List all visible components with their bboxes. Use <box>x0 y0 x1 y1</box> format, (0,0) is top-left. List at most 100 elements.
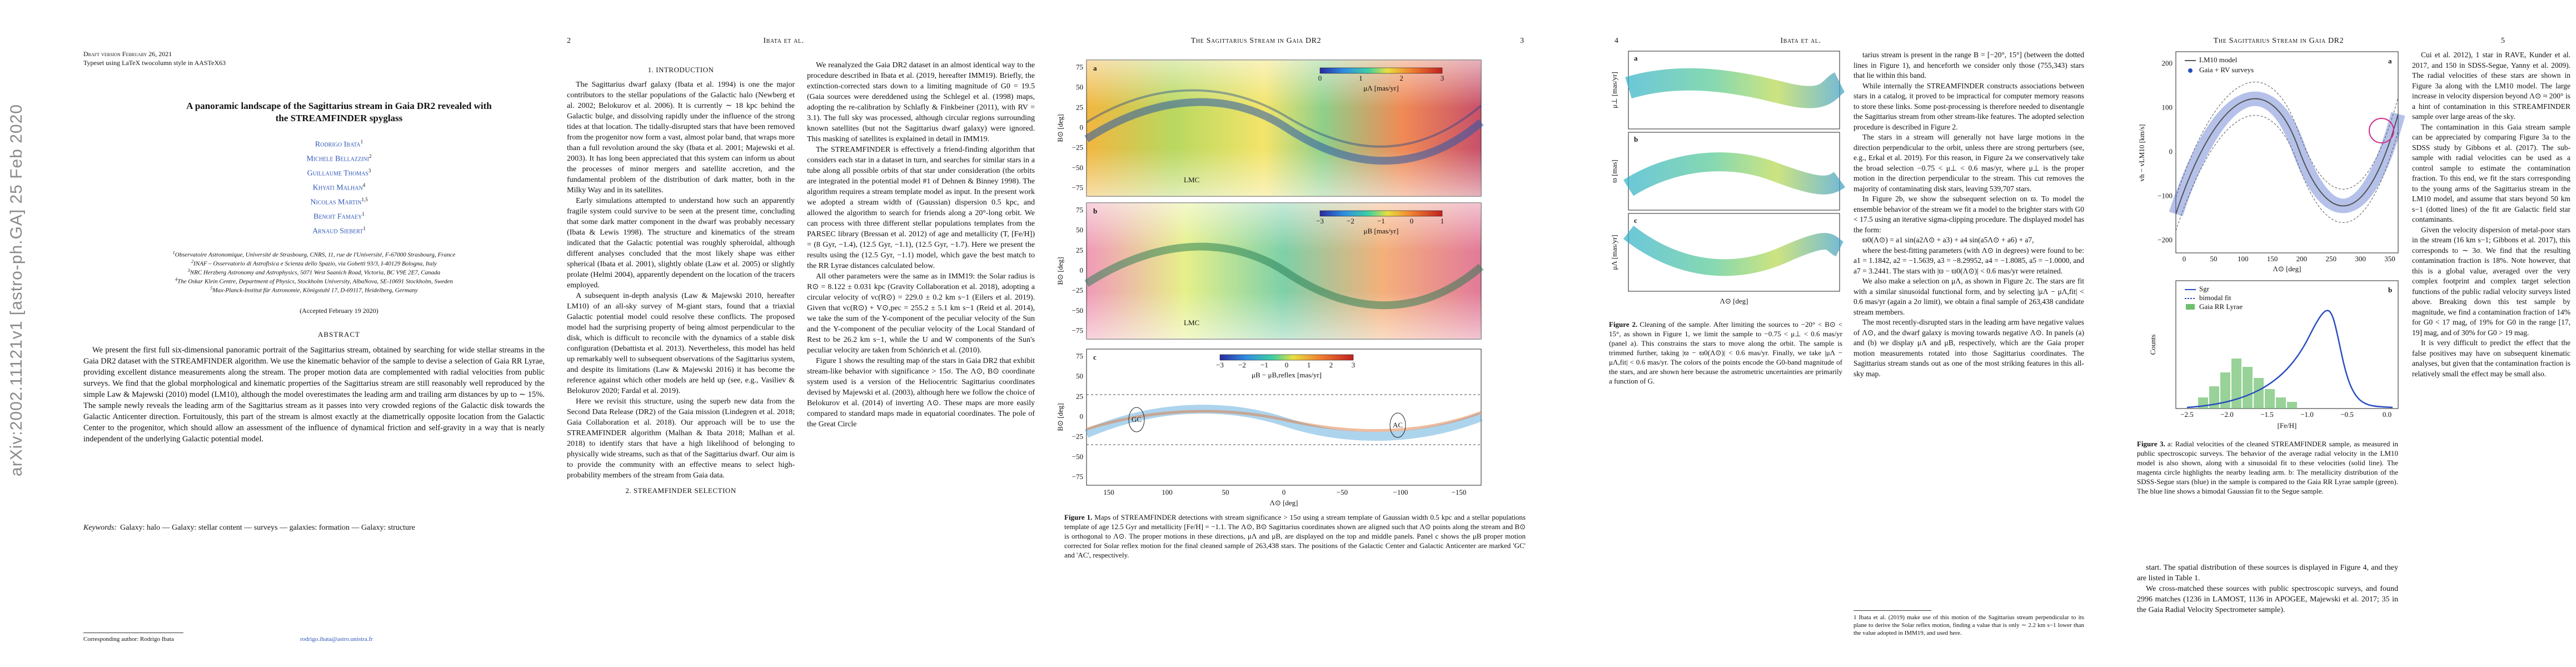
figure-caption: Figure 2. Cleaning of the sample. After l… <box>1609 320 1842 447</box>
fig3-panel-a <box>2169 51 2405 253</box>
paragraph: Early simulations attempted to understan… <box>567 197 795 290</box>
affiliation-text: INAF – Osservatorio di Astrofisica e Sci… <box>193 260 437 267</box>
running-head: Ibata et al. <box>763 37 804 45</box>
caption-label: Figure 2. <box>1609 320 1638 328</box>
y-axis-label: μΛ [mas/yr] <box>1610 235 1618 270</box>
colorbar-tick-label: 0 <box>1318 74 1322 82</box>
author: Arnaud Siebert1 <box>183 226 495 236</box>
figure-caption: Figure 3. a: Radial velocities of the cle… <box>2137 439 2398 559</box>
x-tick-label: 150 <box>1103 488 1114 496</box>
affiliation: 2INAF – Osservatorio di Astrofisica e Sc… <box>78 259 550 267</box>
y-tick-label: −25 <box>1072 143 1083 152</box>
abstract-text: We present the first full six-dimensiona… <box>83 346 545 444</box>
x-tick-label: 50 <box>2210 255 2217 263</box>
y-tick-label: 0 <box>1080 123 1084 131</box>
colorbar-tick-label: 0 <box>1410 217 1414 225</box>
y-axis-label: B⊙ [deg] <box>1056 403 1064 431</box>
paper-title: A panoramic landscape of the Sagittarius… <box>186 101 492 123</box>
colorbar-tick-label: 1 <box>1307 361 1311 369</box>
panel-letter: a <box>1634 54 1638 62</box>
y-tick-label: −25 <box>1072 286 1083 295</box>
y-tick-label: 0 <box>1080 266 1084 274</box>
y-tick-label: 50 <box>1076 83 1083 91</box>
caption-text: Maps of STREAMFINDER detections with str… <box>1064 513 1526 559</box>
x-axis-label: [Fe/H] <box>2278 421 2297 430</box>
column: Cui et al. 2012), 1 star in RAVE, Kunder… <box>2412 50 2570 661</box>
x-axis-label: Λ⊙ [deg] <box>2273 265 2301 273</box>
x-tick-label: −1.5 <box>2260 410 2274 419</box>
y-axis-label: μ⊥ [mas/yr] <box>1610 72 1618 108</box>
page-number: 2 <box>567 37 571 45</box>
author-name: Khyati Malhan <box>312 183 363 192</box>
figure-caption: Figure 1. Maps of STREAMFINDER detections… <box>1064 512 1526 574</box>
running-head: Ibata et al. <box>1780 37 1821 45</box>
figure-3: a b LM10 model Gaia + RV surveys Sgrbimodal … <box>2137 51 2405 430</box>
paragraph: tarius stream is present in the range B … <box>1853 51 2084 79</box>
x-tick-label: −100 <box>1393 488 1408 496</box>
y-tick-label: 0 <box>2169 147 2173 156</box>
author-name: Guillaume Thomas <box>307 169 368 178</box>
author-affiliation-mark: 1 <box>363 226 366 231</box>
caption-label: Figure 3. <box>2137 440 2165 448</box>
x-tick-label: 250 <box>2326 255 2337 263</box>
legend-entry: bimodal fit <box>2199 293 2231 302</box>
y-axis-label: ϖ [mas] <box>1610 160 1618 182</box>
affiliation-number: 1 <box>172 250 175 255</box>
panel-letter: c <box>1093 353 1097 361</box>
author-affiliation-mark: 3 <box>368 168 371 173</box>
x-tick-label: 0 <box>1282 488 1286 496</box>
typeset-line: Typeset using LaTeX twocolumn style in A… <box>83 59 226 67</box>
author: Michele Bellazzini2 <box>183 153 495 164</box>
affiliation: 4The Oskar Klein Centre, Department of P… <box>78 277 550 285</box>
paragraph: start. The spatial distribution of these… <box>2137 564 2398 583</box>
affiliation-number: 5 <box>210 286 213 291</box>
x-tick-label: 50 <box>1222 488 1229 496</box>
affiliation: 1Observatoire Astronomique, Université d… <box>78 250 550 258</box>
x-tick-label: −1.0 <box>2300 410 2314 419</box>
paragraph: While internally the STREAMFINDER constr… <box>1853 81 2084 131</box>
author-name: Arnaud Siebert <box>312 227 363 236</box>
affiliation-text: Observatoire Astronomique, Université de… <box>175 251 456 258</box>
colorbar-tick-label: 3 <box>1441 74 1444 82</box>
colorbar-tick-label: 0 <box>1285 361 1289 369</box>
keywords-text: Galaxy: halo — Galaxy: stellar content —… <box>120 524 415 532</box>
column: start. The spatial distribution of these… <box>2137 563 2398 661</box>
paragraph: A subsequent in-depth analysis (Law & Ma… <box>567 292 795 395</box>
author-affiliation-mark: 2 <box>368 153 372 159</box>
legend-entry: Gaia + RV surveys <box>2199 66 2254 74</box>
y-axis-label: vh − vLM10 [km/s] <box>2137 124 2146 181</box>
colorbar-tick-label: −2 <box>1238 361 1246 369</box>
affiliation-text: Max-Planck-Institut für Astronomie, Köni… <box>212 287 418 294</box>
paragraph: The STREAMFINDER is effectively a friend… <box>807 146 1035 270</box>
footnote: 1 Ibata et al. (2019) make use of this m… <box>1853 614 2084 636</box>
author: Rodrigo Ibata1 <box>183 139 495 150</box>
paragraph: The most recently-disrupted stars in the… <box>1853 318 2084 378</box>
annotation: GC <box>1132 415 1142 424</box>
x-tick-label: −0.5 <box>2340 410 2354 419</box>
page-number: 4 <box>1615 37 1618 45</box>
author: Benoit Famaey1 <box>183 211 495 222</box>
affiliation-number: 4 <box>175 277 178 282</box>
x-tick-label: 200 <box>2296 255 2308 263</box>
affiliation-text: The Oskar Klein Centre, Department of Ph… <box>177 278 453 285</box>
y-tick-label: 75 <box>1076 352 1083 360</box>
x-tick-label: 0.0 <box>2383 410 2391 419</box>
column: We reanalyzed the Gaia DR2 dataset in an… <box>807 60 1035 660</box>
section-heading: 1. INTRODUCTION <box>647 66 714 74</box>
caption-text: Cleaning of the sample. After limiting t… <box>1609 320 1842 385</box>
legend-entry: Sgr <box>2199 285 2210 293</box>
author-name: Rodrigo Ibata <box>315 140 361 149</box>
paragraph: ϖ0(Λ⊙) = a1 sin(a2Λ⊙ + a3) + a4 sin(a5Λ⊙… <box>1862 236 2034 244</box>
author-name: Nicolas Martin <box>310 198 362 207</box>
caption-text: a: Radial velocities of the cleaned STRE… <box>2137 440 2398 495</box>
panel-letter: c <box>1634 216 1637 225</box>
caption-label: Figure 1. <box>1064 513 1093 521</box>
y-tick-label: 200 <box>2162 59 2173 67</box>
y-tick-label: −200 <box>2158 236 2173 244</box>
y-tick-label: −50 <box>1072 452 1083 461</box>
panel-c <box>1084 349 1483 486</box>
keywords: Keywords: Galaxy: halo — Galaxy: stellar … <box>83 522 545 533</box>
x-tick-label: −150 <box>1452 488 1467 496</box>
